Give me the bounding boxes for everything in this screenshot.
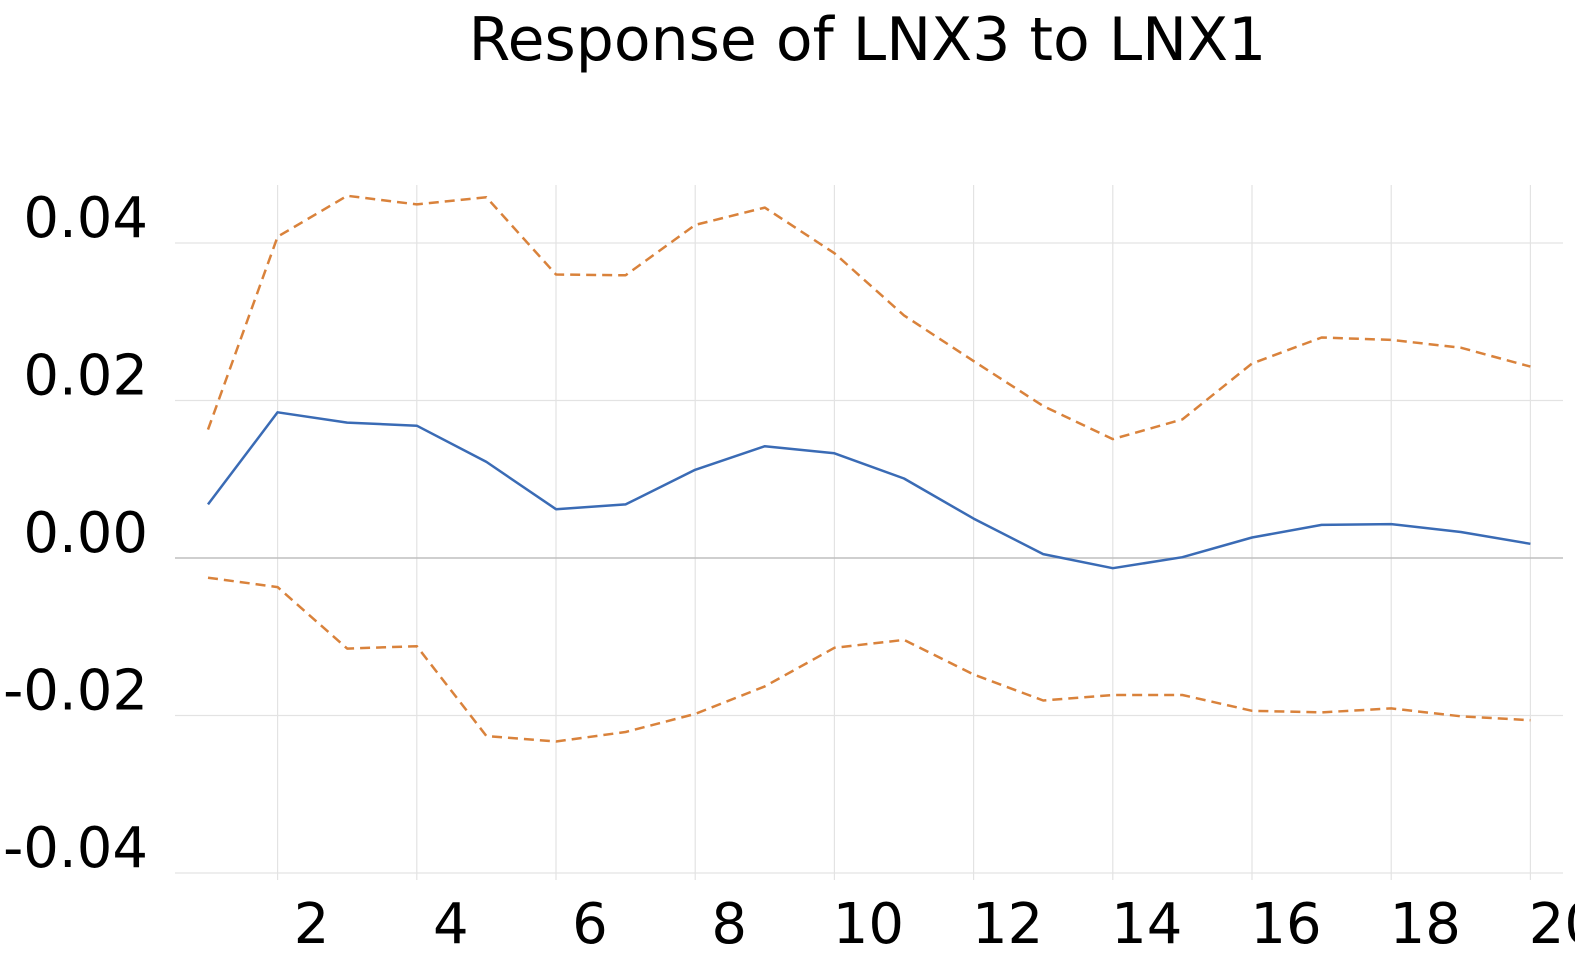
x-tick-label: 4 (433, 892, 469, 954)
series-lines (206, 194, 1531, 743)
y-tick-label: 0.00 (23, 501, 148, 566)
upper-band-line (206, 194, 1531, 441)
x-tick-label: 18 (1390, 892, 1461, 954)
x-tick-label: 8 (711, 892, 747, 954)
y-tick-label: -0.04 (3, 816, 148, 881)
x-tick-label: 10 (833, 892, 904, 954)
y-tick-label: 0.04 (23, 186, 148, 251)
x-tick-label: 6 (572, 892, 608, 954)
chart-title: Response of LNX3 to LNX1 (468, 5, 1267, 75)
y-tick-label: 0.02 (23, 344, 148, 409)
x-tick-label: 16 (1250, 892, 1321, 954)
lower-band-line (207, 576, 1531, 743)
grid-lines (175, 185, 1563, 880)
x-axis-tick-labels: 2 4 6 8 10 12 14 16 18 20 (294, 892, 1575, 954)
x-tick-label: 20 (1529, 892, 1575, 954)
response-line (207, 411, 1531, 570)
x-tick-label: 12 (972, 892, 1043, 954)
y-tick-label: -0.02 (3, 659, 148, 724)
x-tick-label: 14 (1111, 892, 1182, 954)
y-axis-tick-labels: 0.04 0.02 0.00 -0.02 -0.04 (3, 186, 148, 881)
x-tick-label: 2 (294, 892, 330, 954)
